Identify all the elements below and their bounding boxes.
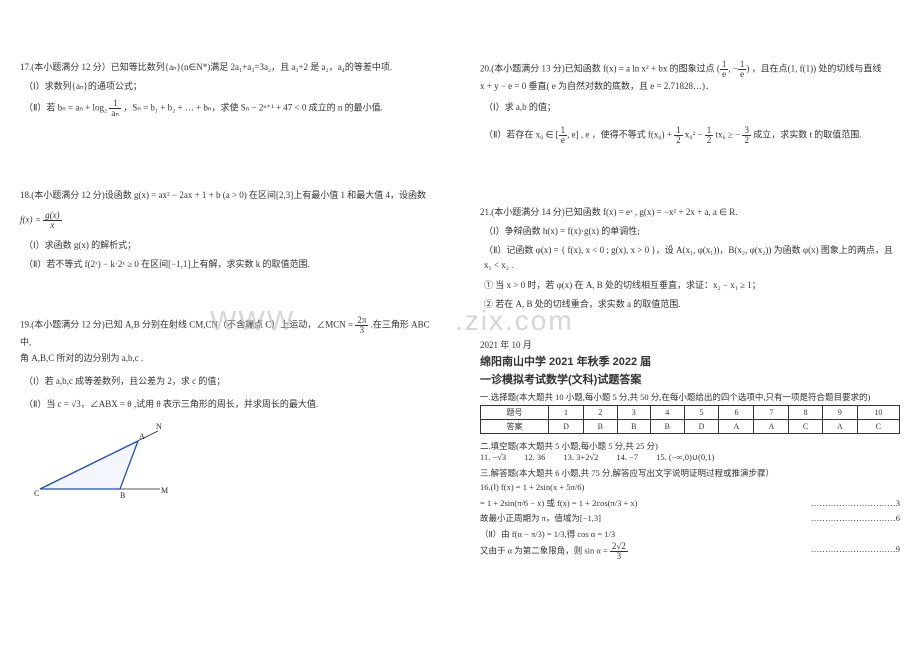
p17-sub2: （Ⅱ）若 bₙ = aₙ + log₂ 1aₙ ，Sₙ = b₁ + b₂ + … <box>24 99 440 118</box>
answer-date: 2021 年 10 月 <box>480 338 900 351</box>
page-left: 17.(本小题满分 12 分）已知等比数列{aₙ}(n∈N*)满足 2a₁+a₃… <box>0 0 460 651</box>
ans-row: 答案 D B B B D A A C A C <box>481 420 900 434</box>
sol16-l4: 又由于 α 为第二象限角，则 sin α = 2√23 …………………………9 <box>480 542 900 561</box>
section2-label: 二.填空题(本大题共 5 小题,每小题 5 分,共 25 分) <box>480 440 900 452</box>
p17-stem: 17.(本小题满分 12 分）已知等比数列{aₙ}(n∈N*)满足 2a₁+a₃… <box>20 60 440 75</box>
p20-sub2: （Ⅱ）若存在 x₀ ∈ [1e, e] , e ，使得不等式 f(x₀) + 1… <box>484 126 900 145</box>
ans-head-row: 题号 1 2 3 4 5 6 7 8 9 10 <box>481 406 900 420</box>
p19-stem2: 角 A,B,C 所对的边分别为 a,b,c . <box>20 351 440 366</box>
p20-stem: 20.(本小题满分 13 分)已知函数 f(x) = a ln x² + bx … <box>480 60 900 79</box>
p20-stem-pre: 20.(本小题满分 13 分)已知函数 f(x) = a ln x² + bx … <box>480 64 715 74</box>
sol16-l0: 16.(Ⅰ) f(x) = 1 + 2sin(x + 5π/6) <box>480 479 900 495</box>
p21-sub2: （Ⅱ）记函数 φ(x) = { f(x), x < 0 ; g(x), x > … <box>484 243 900 274</box>
section1-label: 一.选择题(本大题共 10 小题,每小题 5 分,共 50 分,在每小题给出的四… <box>480 391 900 403</box>
p20-sub1: （Ⅰ）求 a,b 的值； <box>484 100 900 115</box>
p17-sub1: （Ⅰ）求数列{aₙ}的通项公式； <box>24 79 440 94</box>
p18-fx-pre: f(x) = <box>20 214 43 224</box>
p18-stem: 18.(本小题满分 12 分)设函数 g(x) = ax² − 2ax + 1 … <box>20 188 440 203</box>
fill-answers: 11. −√3 12. 36 13. 3+2√2 14. −7 15. (−∞,… <box>480 452 900 463</box>
p20-stem-mid: ，且在点(1, f(1)) 处的切线与直线 <box>752 64 882 74</box>
svg-text:C: C <box>34 489 39 498</box>
p18-sub1: （Ⅰ）求函数 g(x) 的解析式； <box>24 238 440 253</box>
problem-18: 18.(本小题满分 12 分)设函数 g(x) = ax² − 2ax + 1 … <box>20 188 440 273</box>
p18-fx-frac: g(x)x <box>43 211 62 230</box>
p17-frac: 1aₙ <box>109 99 121 118</box>
p19-sub2: （Ⅱ）当 c = √3，∠ABX = θ ,试用 θ 表示三角形的周长，并求周长… <box>24 397 440 412</box>
sol16-l1: = 1 + 2sin(π/6 − x) 或 f(x) = 1 + 2cos(π/… <box>480 496 900 511</box>
answer-title1: 绵阳南山中学 2021 年秋季 2022 届 <box>480 353 900 369</box>
p21-sub1: （Ⅰ）争辩函数 h(x) = f(x)·g(x) 的单调性; <box>484 224 900 239</box>
p19-stem: 19.(本小题满分 12 分)已知 A,B 分别在射线 CM,CN（不含端点 C… <box>20 316 440 350</box>
section3-label: 三.解答题(本大题共 6 小题,共 75 分,解答应写出文字说明证明过程或推演步… <box>480 467 900 479</box>
p18-sub2: （Ⅱ）若不等式 f(2ˣ) − k·2ˣ ≥ 0 在区间[−1,1]上有解，求实… <box>24 257 440 272</box>
p21-stem: 21.(本小题满分 14 分)已知函数 f(x) = eˣ , g(x) = −… <box>480 205 900 220</box>
problem-21: 21.(本小题满分 14 分)已知函数 f(x) = eˣ , g(x) = −… <box>480 205 900 313</box>
p20-stem2: x + y − e = 0 垂直( e 为自然对数的底数，且 e = 2.718… <box>480 79 900 94</box>
problem-19: 19.(本小题满分 12 分)已知 A,B 分别在射线 CM,CN（不含端点 C… <box>20 316 440 503</box>
svg-text:N: N <box>156 422 162 431</box>
p19-diagram: N M A B C <box>30 419 170 499</box>
page-right: 20.(本小题满分 13 分)已知函数 f(x) = a ln x² + bx … <box>460 0 920 651</box>
sol16: 16.(Ⅰ) f(x) = 1 + 2sin(x + 5π/6) = 1 + 2… <box>480 479 900 561</box>
answer-table: 题号 1 2 3 4 5 6 7 8 9 10 答案 D B B B D A A… <box>480 405 900 434</box>
p17-sub2-mid: ，Sₙ = b₁ + b₂ + … + bₙ，求使 Sₙ − 2ⁿ⁺¹ + 47… <box>123 102 383 112</box>
p19-angle: 2π3 <box>355 316 368 335</box>
p19-sub1: （Ⅰ）若 a,b,c 成等差数列，且公差为 2，求 c 的值； <box>24 374 440 389</box>
svg-text:A: A <box>139 432 145 441</box>
p21-sub2a: ① 当 x > 0 时，若 φ(x) 在 A, B 处的切线相互垂直，求证：x₂… <box>484 278 900 293</box>
answer-title2: 一诊模拟考试数学(文科)试题答案 <box>480 371 900 387</box>
svg-text:B: B <box>120 491 125 499</box>
problem-17: 17.(本小题满分 12 分）已知等比数列{aₙ}(n∈N*)满足 2a₁+a₃… <box>20 60 440 118</box>
p21-sub2b: ② 若在 A, B 处的切线重合，求实数 a 的取值范围. <box>484 297 900 312</box>
sol16-l2: 故最小正周期为 π，值域为[−1,3] …………………………6 <box>480 511 900 526</box>
p17-sub2-pre: （Ⅱ）若 bₙ = aₙ + log₂ <box>24 102 107 112</box>
p18-fx: f(x) = g(x)x <box>20 211 440 230</box>
p19-stem-pre: 19.(本小题满分 12 分)已知 A,B 分别在射线 CM,CN（不含端点 C… <box>20 320 355 330</box>
svg-text:M: M <box>161 486 168 495</box>
problem-20: 20.(本小题满分 13 分)已知函数 f(x) = a ln x² + bx … <box>480 60 900 145</box>
sol16-l3: （Ⅱ）由 f(α − π/3) = 1/3,得 cos α = 1/3 <box>480 526 900 542</box>
